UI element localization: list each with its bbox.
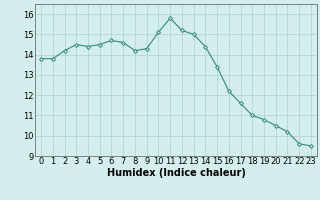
X-axis label: Humidex (Indice chaleur): Humidex (Indice chaleur) bbox=[107, 168, 245, 178]
